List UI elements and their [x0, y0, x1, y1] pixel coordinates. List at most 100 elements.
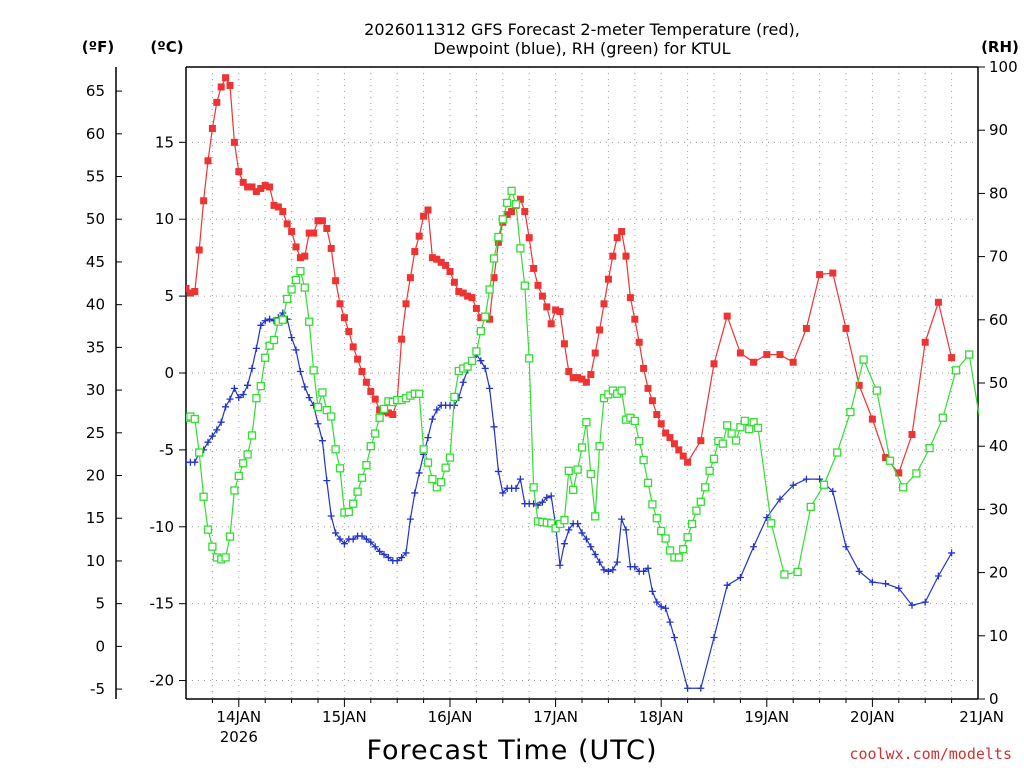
temperature-point: [802, 324, 810, 332]
temperature-point: [213, 98, 221, 106]
rh-point: [652, 514, 661, 523]
dewpoint-point: [367, 538, 375, 546]
dewpoint-point: [248, 364, 256, 372]
credit-text: coolwx.com/modelts: [849, 745, 1012, 763]
rh-point: [318, 388, 327, 397]
rh-point: [362, 461, 371, 470]
temperature-point: [252, 188, 260, 196]
temperature-point: [622, 252, 630, 260]
dewpoint-point: [908, 601, 916, 609]
temperature-point: [600, 300, 608, 308]
rh-tick-label: 10: [989, 627, 1008, 645]
rh-point: [648, 500, 657, 509]
dewpoint-point: [279, 309, 287, 317]
dewpoint-point: [538, 498, 546, 506]
dewpoint-point: [340, 540, 348, 548]
rh-tick-label: 60: [989, 311, 1008, 329]
rh-point: [503, 198, 512, 208]
rh-point: [951, 366, 961, 375]
temperature-point: [428, 254, 436, 262]
rh-point: [481, 312, 490, 321]
rh-point: [252, 394, 261, 403]
rh-point: [195, 448, 204, 457]
x-tick-label: 18JAN: [639, 708, 684, 726]
x-tick-label: 14JAN: [216, 708, 261, 726]
rh-point: [573, 465, 582, 474]
dewpoint-point: [750, 543, 758, 551]
temperature-point: [679, 452, 687, 460]
series-2: [186, 186, 979, 579]
rh-point: [261, 353, 270, 362]
temperature-point: [340, 314, 348, 322]
temperature-point: [455, 288, 463, 296]
rh-point: [899, 483, 908, 492]
rh-tick-label: 50: [989, 374, 1008, 392]
temperature-point: [248, 183, 256, 191]
temperature-point: [257, 184, 265, 192]
rh-point: [630, 416, 639, 426]
temperature-point: [670, 440, 678, 448]
rh-point: [437, 478, 446, 487]
rh-point: [283, 294, 292, 304]
rh-point: [327, 412, 336, 421]
rh-point: [239, 459, 248, 468]
temperature-point: [596, 326, 604, 334]
rh-point: [445, 453, 455, 462]
temperature-point: [477, 314, 485, 322]
rh-point: [833, 448, 842, 457]
rh-point: [278, 315, 287, 324]
dewpoint-point: [648, 587, 656, 595]
temperature-point: [521, 208, 529, 216]
rh-point: [586, 469, 595, 479]
dewpoint-point: [895, 584, 903, 592]
rh-tick-label: 70: [989, 248, 1008, 266]
temperature-point: [305, 229, 313, 237]
fahrenheit-tick-label: 35: [86, 338, 105, 356]
dewpoint-point: [543, 494, 551, 502]
dewpoint-point: [662, 604, 670, 612]
rh-point: [745, 424, 754, 434]
dewpoint-point: [789, 481, 797, 489]
dewpoint-point: [208, 432, 216, 440]
temperature-point: [296, 254, 304, 262]
rh-point: [701, 483, 710, 492]
temperature-point: [882, 454, 890, 462]
temperature-point: [587, 371, 595, 379]
temperature-point: [591, 349, 599, 357]
dewpoint-point: [882, 580, 890, 588]
temperature-point: [420, 212, 428, 220]
temperature-point: [406, 274, 414, 282]
dewpoint-point: [332, 529, 340, 537]
temperature-point: [459, 289, 467, 297]
data-series: [186, 74, 979, 692]
rh-point: [938, 413, 947, 422]
rh-point: [371, 429, 380, 438]
dewpoint-point: [415, 469, 423, 477]
temperature-point: [855, 381, 863, 389]
rh-point: [912, 469, 921, 478]
temperature-point: [208, 125, 216, 133]
dewpoint-point: [948, 549, 956, 557]
rh-point: [740, 416, 749, 426]
rh-point: [806, 502, 815, 512]
temperature-point: [789, 358, 797, 366]
temperature-point: [437, 258, 445, 266]
rh-point: [564, 466, 573, 475]
dewpoint-point: [763, 514, 771, 522]
temperature-point: [868, 415, 876, 423]
rh-point: [296, 266, 305, 276]
dewpoint-point: [653, 598, 661, 606]
rh-point: [313, 402, 323, 412]
temperature-point: [230, 138, 238, 146]
temperature-point: [578, 375, 586, 383]
dewpoint-point: [384, 554, 392, 562]
dewpoint-point: [235, 394, 243, 402]
temperature-point: [222, 74, 230, 82]
temperature-point: [908, 431, 916, 439]
fahrenheit-tick-label: 45: [86, 253, 105, 271]
dewpoint-point: [934, 572, 942, 580]
rh-point: [221, 553, 230, 562]
temperature-point: [292, 243, 300, 251]
dewpoint-point: [380, 550, 388, 558]
rh-point: [476, 327, 485, 336]
